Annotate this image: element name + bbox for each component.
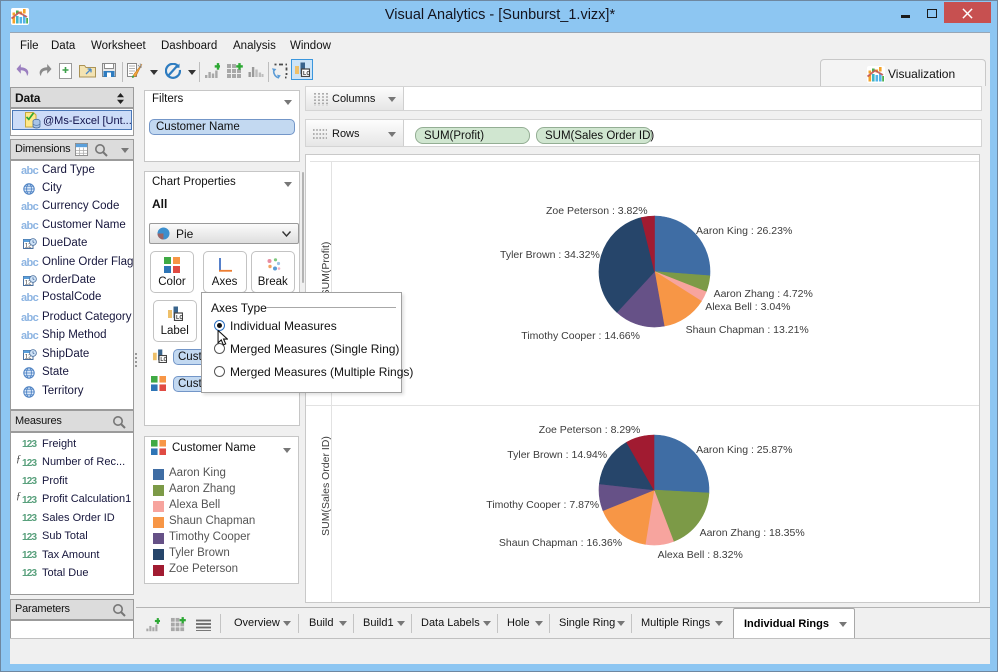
svg-text:12: 12 bbox=[25, 354, 32, 360]
svg-text:LO: LO bbox=[303, 71, 310, 77]
svg-text:LO: LO bbox=[160, 357, 167, 363]
svg-text:LO: LO bbox=[176, 315, 183, 321]
svg-text:12: 12 bbox=[25, 244, 32, 250]
svg-text:12: 12 bbox=[25, 281, 32, 287]
